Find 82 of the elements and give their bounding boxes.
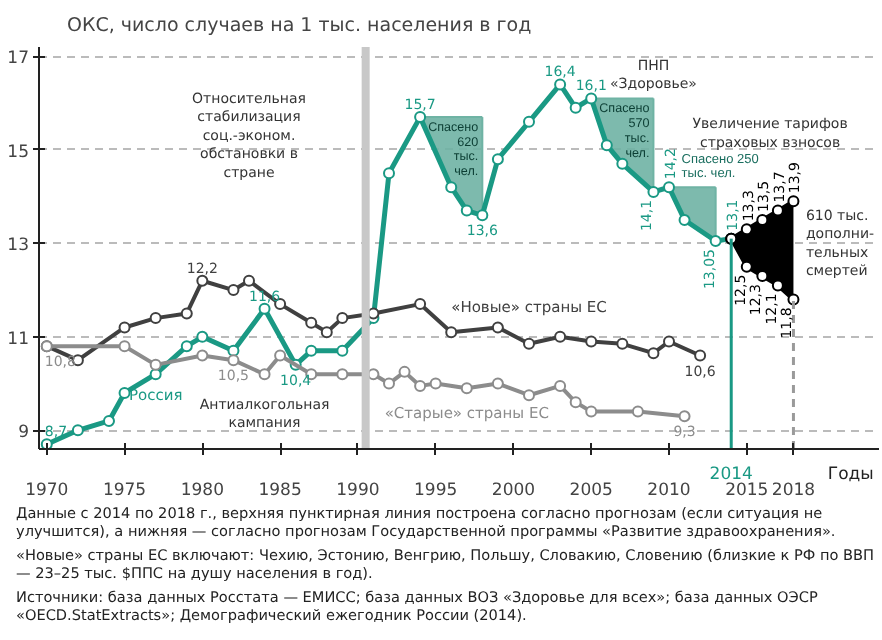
point xyxy=(336,344,349,357)
point xyxy=(523,337,535,350)
point xyxy=(554,78,567,91)
x-tick-label: 2018 xyxy=(771,481,816,501)
point xyxy=(631,405,644,418)
point xyxy=(787,195,800,208)
x-tick-label: 2010 xyxy=(647,481,691,501)
point xyxy=(616,157,629,170)
point xyxy=(678,410,691,423)
x-tick-label: 2005 xyxy=(569,481,613,501)
point xyxy=(305,344,318,357)
point xyxy=(709,235,722,247)
point xyxy=(103,414,115,427)
y-tick-label: 15 xyxy=(7,142,30,163)
y-tick-label: 13 xyxy=(7,236,30,257)
point xyxy=(663,181,675,194)
x-tick-label: 2015 xyxy=(725,481,769,501)
point xyxy=(460,204,473,217)
point xyxy=(196,274,209,287)
x-tick-label: 1980 xyxy=(180,481,224,501)
point xyxy=(569,396,582,409)
point xyxy=(320,326,333,339)
point xyxy=(445,326,458,339)
point xyxy=(196,330,209,343)
point xyxy=(258,368,271,381)
point xyxy=(118,386,131,399)
point xyxy=(523,389,535,402)
point xyxy=(429,377,442,390)
x-tick-label: 1975 xyxy=(102,481,147,501)
point xyxy=(180,340,193,353)
point xyxy=(414,111,427,124)
x-tick-label: 2000 xyxy=(491,481,536,501)
point xyxy=(491,377,504,390)
point xyxy=(554,379,567,392)
point xyxy=(678,213,691,226)
point xyxy=(383,167,395,180)
point xyxy=(414,379,427,392)
point xyxy=(445,181,458,194)
x-tick-label: 1995 xyxy=(414,481,458,501)
point xyxy=(149,358,162,371)
point xyxy=(585,405,598,418)
point xyxy=(600,139,613,152)
point xyxy=(243,274,255,287)
ref-line-label: 2014 xyxy=(709,465,753,485)
point xyxy=(647,185,660,198)
point xyxy=(647,347,660,360)
point xyxy=(414,298,427,311)
point xyxy=(476,209,489,222)
chart-title: ОКС, число случаев на 1 тыс. населения в год xyxy=(67,15,533,37)
point xyxy=(663,335,675,348)
point xyxy=(118,321,131,334)
y-tick-label: 17 xyxy=(7,49,30,70)
point xyxy=(585,92,598,105)
point xyxy=(258,302,271,315)
y-tick-label: 11 xyxy=(7,329,30,350)
x-axis-title: Годы xyxy=(827,465,874,485)
point xyxy=(491,153,504,166)
y-tick-label: 9 xyxy=(18,423,30,444)
point xyxy=(196,349,209,362)
x-tick-label: 1970 xyxy=(25,481,69,501)
point xyxy=(118,340,131,353)
point xyxy=(180,307,193,320)
point xyxy=(227,284,240,297)
point xyxy=(585,335,598,348)
point xyxy=(398,365,411,378)
point xyxy=(460,382,473,395)
point xyxy=(336,368,349,381)
point xyxy=(523,115,535,128)
point xyxy=(227,354,240,367)
x-tick-label: 1990 xyxy=(336,481,380,501)
x-tick-label: 1985 xyxy=(258,481,302,501)
point xyxy=(336,312,349,325)
point xyxy=(569,101,582,114)
point xyxy=(616,337,629,350)
point xyxy=(554,330,567,343)
point xyxy=(491,321,504,334)
point xyxy=(149,312,162,325)
point xyxy=(305,316,318,329)
point xyxy=(694,349,707,362)
point xyxy=(383,377,395,390)
point xyxy=(274,349,287,362)
point xyxy=(71,424,84,437)
